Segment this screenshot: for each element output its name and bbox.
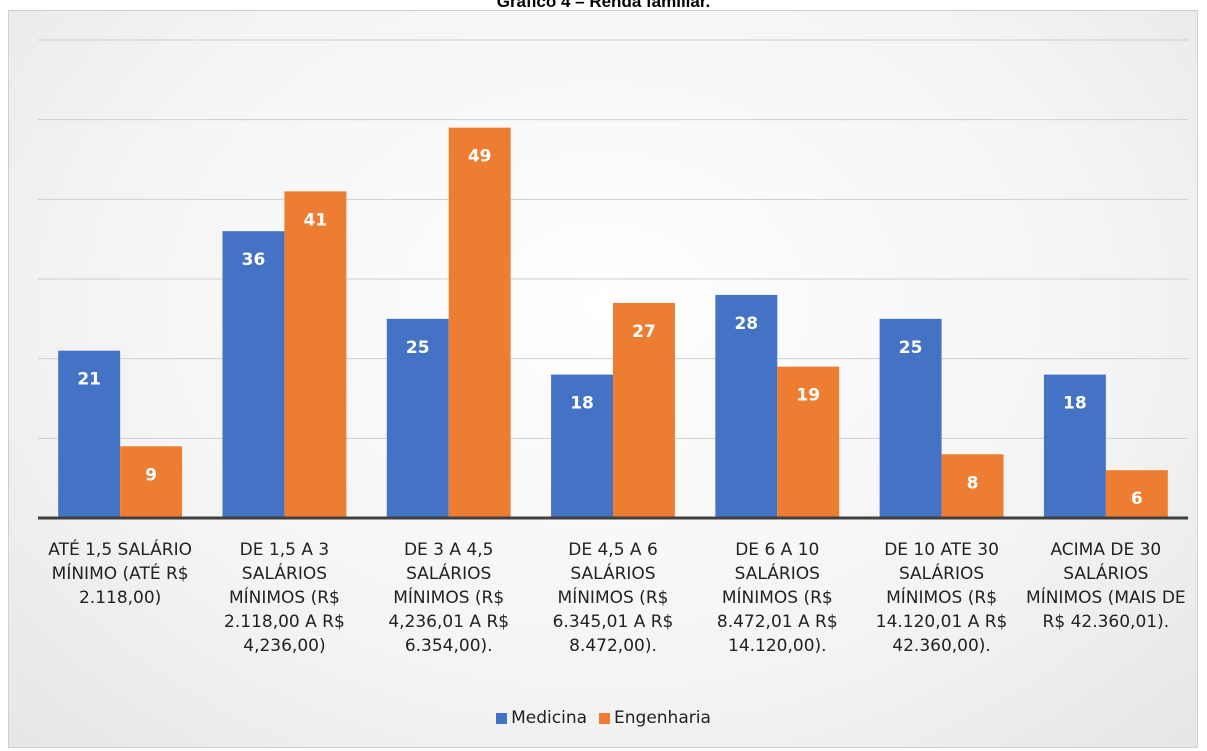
x-tick-label: DE 3 A 4,5 SALÁRIOS MÍNIMOS (R$ 4,236,01… (388, 540, 510, 656)
data-label: 18 (1063, 394, 1087, 414)
bar (1105, 470, 1168, 518)
data-label: 49 (468, 147, 492, 167)
legend-label: Engenharia (614, 708, 711, 728)
legend-swatch (599, 712, 611, 724)
bar (284, 191, 347, 518)
data-label: 9 (145, 465, 157, 485)
x-tick-label: ATÉ 1,5 SALÁRIO MÍNIMO (ATÉ R$ 2.118,00) (48, 540, 192, 608)
bar (879, 318, 942, 518)
bar (448, 127, 511, 518)
x-tick-label: ACIMA DE 30 SALÁRIOS MÍNIMOS (MAIS DE R$… (1026, 540, 1186, 632)
bar (777, 366, 840, 518)
x-tick-label: DE 6 A 10 SALÁRIOS MÍNIMOS (R$ 8.472,01 … (716, 540, 838, 656)
bar (551, 374, 613, 518)
data-label: 36 (242, 250, 266, 270)
data-label: 25 (406, 338, 430, 358)
bar (386, 318, 449, 518)
bar (613, 302, 675, 518)
legend: Medicina Engenharia (0, 708, 1207, 729)
chart-title: Gráfico 4 – Renda familiar. (496, 0, 711, 11)
x-tick-label: DE 1,5 A 3 SALÁRIOS MÍNIMOS (R$ 2.118,00… (224, 540, 345, 656)
data-label: 8 (967, 473, 979, 493)
data-label: 19 (796, 386, 820, 406)
x-tick-label: DE 10 ATE 30 SALÁRIOS MÍNIMOS (R$ 14.120… (875, 540, 1008, 656)
bar (120, 446, 183, 518)
data-label: 41 (304, 210, 328, 230)
legend-swatch (496, 712, 508, 724)
bar (941, 454, 1004, 518)
bar (715, 294, 778, 518)
data-label: 21 (77, 370, 101, 390)
bar (222, 231, 285, 518)
legend-item: Engenharia (599, 708, 711, 728)
legend-label: Medicina (511, 708, 588, 728)
data-label: 28 (734, 314, 758, 334)
x-tick-label: DE 4,5 A 6 SALÁRIOS MÍNIMOS (R$ 6.345,01… (552, 540, 674, 656)
data-label: 25 (899, 338, 923, 358)
legend-item: Medicina (496, 708, 587, 728)
data-label: 6 (1131, 489, 1143, 509)
bar (1043, 374, 1106, 518)
data-label: 18 (570, 394, 594, 414)
data-label: 27 (632, 322, 656, 342)
bar (58, 350, 121, 518)
